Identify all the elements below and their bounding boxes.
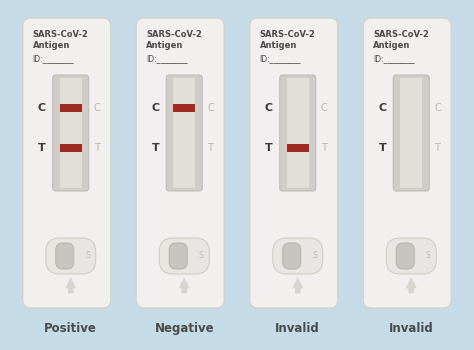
Polygon shape	[66, 278, 76, 293]
Text: C: C	[321, 103, 328, 113]
Polygon shape	[406, 278, 416, 293]
Text: S: S	[85, 252, 90, 260]
Bar	[173, 78, 195, 188]
Text: T: T	[207, 143, 213, 153]
Text: SARS-CoV-2
Antigen: SARS-CoV-2 Antigen	[260, 30, 316, 50]
Text: T: T	[38, 143, 46, 153]
Bar	[173, 104, 195, 112]
FancyBboxPatch shape	[23, 18, 111, 308]
FancyBboxPatch shape	[53, 75, 89, 191]
Text: ID:________: ID:________	[373, 54, 415, 63]
Text: C: C	[94, 103, 100, 113]
Bar	[60, 104, 82, 112]
Text: C: C	[378, 103, 386, 113]
Text: S: S	[426, 252, 430, 260]
Text: Negative: Negative	[155, 322, 214, 335]
FancyBboxPatch shape	[363, 18, 451, 308]
Bar	[400, 78, 422, 188]
FancyBboxPatch shape	[136, 18, 224, 308]
Text: Invalid: Invalid	[275, 322, 320, 335]
FancyBboxPatch shape	[386, 238, 436, 274]
Text: T: T	[94, 143, 100, 153]
Text: SARS-CoV-2
Antigen: SARS-CoV-2 Antigen	[33, 30, 89, 50]
Text: C: C	[434, 103, 441, 113]
Polygon shape	[179, 278, 189, 293]
Text: SARS-CoV-2
Antigen: SARS-CoV-2 Antigen	[146, 30, 202, 50]
FancyBboxPatch shape	[393, 75, 429, 191]
Text: ID:________: ID:________	[33, 54, 74, 63]
Bar	[60, 78, 82, 188]
FancyBboxPatch shape	[159, 238, 209, 274]
Polygon shape	[293, 278, 303, 293]
FancyBboxPatch shape	[280, 75, 316, 191]
Text: S: S	[199, 252, 204, 260]
Text: T: T	[434, 143, 440, 153]
FancyBboxPatch shape	[46, 238, 96, 274]
Text: ID:________: ID:________	[260, 54, 301, 63]
Text: T: T	[379, 143, 386, 153]
FancyBboxPatch shape	[283, 243, 301, 269]
Text: T: T	[265, 143, 273, 153]
FancyBboxPatch shape	[56, 243, 74, 269]
FancyBboxPatch shape	[166, 75, 202, 191]
Bar	[60, 144, 82, 152]
FancyBboxPatch shape	[250, 18, 338, 308]
Text: SARS-CoV-2
Antigen: SARS-CoV-2 Antigen	[373, 30, 429, 50]
Text: S: S	[312, 252, 317, 260]
Bar	[287, 144, 309, 152]
Text: C: C	[151, 103, 159, 113]
Text: C: C	[37, 103, 46, 113]
Text: T: T	[152, 143, 159, 153]
FancyBboxPatch shape	[273, 238, 323, 274]
FancyBboxPatch shape	[169, 243, 187, 269]
Text: C: C	[207, 103, 214, 113]
FancyBboxPatch shape	[396, 243, 414, 269]
Text: Positive: Positive	[44, 322, 97, 335]
Bar	[287, 78, 309, 188]
Text: C: C	[264, 103, 273, 113]
Text: T: T	[321, 143, 327, 153]
Text: ID:________: ID:________	[146, 54, 188, 63]
Text: Invalid: Invalid	[389, 322, 434, 335]
